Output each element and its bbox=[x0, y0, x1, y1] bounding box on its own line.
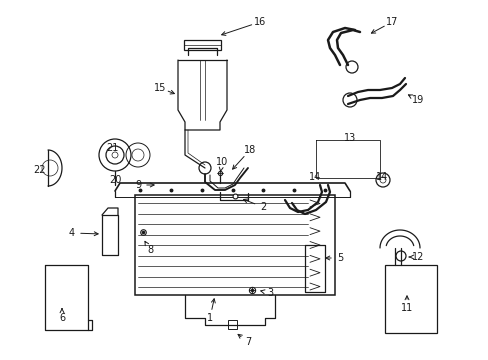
Text: 2: 2 bbox=[259, 202, 265, 212]
Text: 12: 12 bbox=[411, 252, 423, 262]
Bar bbox=[183, 40, 221, 50]
Text: 22: 22 bbox=[34, 165, 46, 175]
Text: 13: 13 bbox=[343, 133, 355, 143]
Text: 20: 20 bbox=[109, 175, 121, 185]
Bar bbox=[135, 195, 334, 295]
Text: 17: 17 bbox=[385, 17, 397, 27]
Text: 18: 18 bbox=[244, 145, 256, 155]
Text: 5: 5 bbox=[336, 253, 343, 263]
Text: 16: 16 bbox=[253, 17, 265, 27]
Text: 1: 1 bbox=[206, 313, 213, 323]
Text: 4: 4 bbox=[69, 228, 75, 238]
Bar bbox=[384, 265, 436, 333]
Text: 3: 3 bbox=[266, 288, 272, 298]
Text: 10: 10 bbox=[215, 157, 228, 167]
Text: 11: 11 bbox=[400, 303, 412, 313]
Text: 9: 9 bbox=[135, 180, 141, 190]
Text: 6: 6 bbox=[59, 313, 65, 323]
Text: 21: 21 bbox=[105, 143, 118, 153]
Text: 7: 7 bbox=[244, 337, 251, 347]
Bar bbox=[227, 320, 237, 329]
Text: 19: 19 bbox=[411, 95, 423, 105]
Text: 14: 14 bbox=[308, 172, 321, 182]
Text: 14: 14 bbox=[375, 172, 387, 182]
Text: 15: 15 bbox=[154, 83, 166, 93]
Text: 8: 8 bbox=[146, 245, 153, 255]
